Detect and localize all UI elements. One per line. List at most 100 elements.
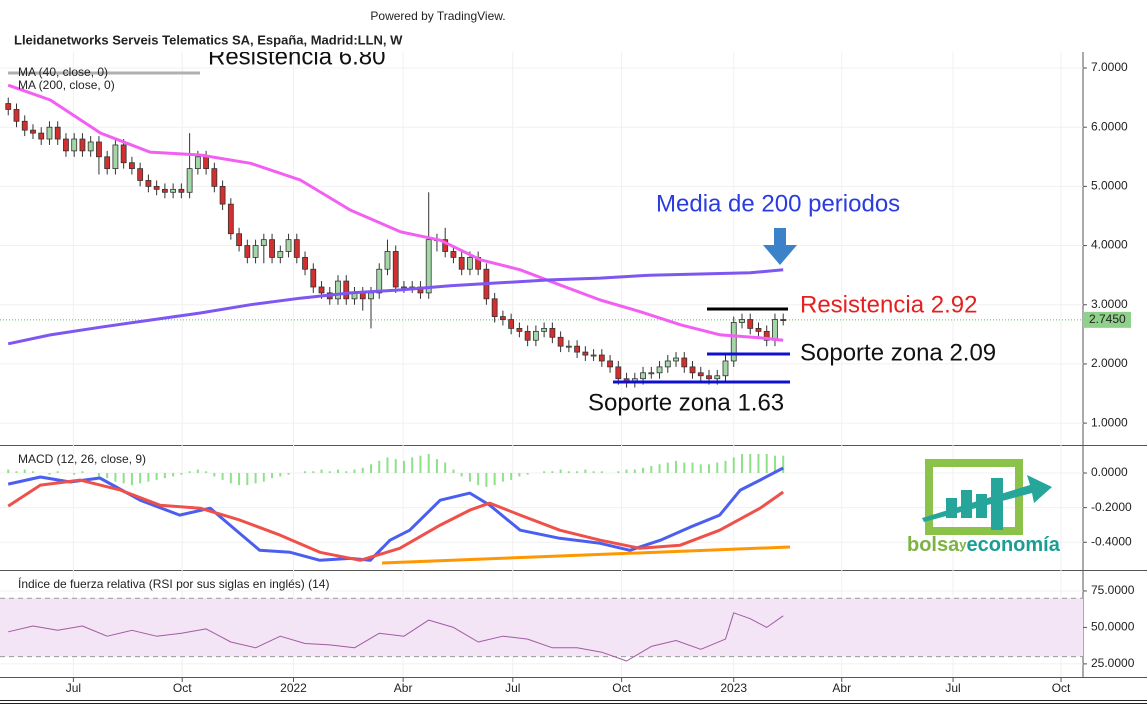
- x-tick-label: Jul: [66, 681, 81, 695]
- candle-body: [664, 360, 671, 368]
- y-tick-label: 3.0000: [1091, 297, 1128, 311]
- histogram-bar: [312, 471, 315, 473]
- candle-body: [689, 366, 696, 374]
- candle-body: [13, 109, 20, 122]
- x-tick-label: Oct: [612, 681, 631, 695]
- candle-body: [590, 354, 597, 357]
- histogram-bar: [773, 455, 776, 473]
- candle-body: [450, 251, 457, 258]
- candle-body: [186, 168, 193, 193]
- histogram-bar: [757, 453, 760, 473]
- histogram-bar: [724, 460, 727, 473]
- candle-body: [532, 330, 539, 341]
- histogram-bar: [114, 472, 117, 482]
- histogram-bar: [23, 469, 26, 473]
- x-tick-label: 2023: [720, 681, 747, 695]
- histogram-bar: [740, 453, 743, 473]
- histogram-bar: [642, 467, 645, 473]
- candle-body: [574, 345, 580, 353]
- histogram-bar: [378, 460, 381, 473]
- candle-body: [335, 280, 341, 300]
- candle-body: [401, 286, 407, 289]
- histogram-bar: [518, 472, 521, 477]
- histogram-bar: [155, 472, 158, 480]
- candle-body: [491, 298, 498, 317]
- rsi-line: [8, 612, 784, 662]
- candle-body: [656, 366, 663, 374]
- candle-body: [38, 132, 45, 140]
- histogram-bar: [658, 464, 661, 473]
- candle-body: [104, 156, 111, 170]
- candle-body: [236, 233, 242, 246]
- candle-body: [293, 239, 300, 258]
- histogram-bar: [122, 472, 125, 484]
- x-tick-label: 2022: [280, 681, 307, 695]
- histogram-bar: [7, 469, 10, 473]
- x-tick-label: Oct: [173, 681, 192, 695]
- candle-body: [63, 138, 69, 152]
- candle-body: [458, 256, 465, 270]
- candle-body: [318, 286, 325, 294]
- candle-body: [640, 372, 646, 380]
- logo-part: y: [959, 537, 967, 552]
- candle-body: [5, 103, 12, 110]
- histogram-bar: [584, 469, 587, 473]
- candle-body: [780, 319, 787, 321]
- candle-body: [302, 256, 308, 270]
- histogram-bar: [394, 459, 397, 473]
- histogram-bar: [188, 471, 191, 473]
- candle-body: [508, 319, 515, 329]
- histogram-bar: [501, 472, 504, 482]
- legend-label: MA (200, close, 0): [18, 78, 115, 92]
- candle-body: [772, 319, 778, 341]
- logo: bolsayeconomía: [907, 459, 1061, 556]
- logo-arrow: [922, 475, 1052, 522]
- histogram-bar: [369, 464, 372, 473]
- histogram-bar: [675, 460, 678, 473]
- histogram-bar: [139, 472, 142, 484]
- candle-body: [516, 328, 523, 332]
- logo-bar: [991, 478, 1003, 530]
- histogram-bar: [617, 471, 620, 473]
- candle-body: [153, 185, 160, 190]
- legend-label: MA (40, close, 0): [18, 65, 108, 79]
- histogram-bar: [361, 467, 364, 473]
- histogram-bar: [543, 471, 546, 473]
- candle-body: [565, 345, 572, 348]
- candle-body: [755, 328, 762, 332]
- histogram-bar: [163, 472, 166, 479]
- histogram-bar: [666, 462, 669, 473]
- histogram-bar: [73, 472, 76, 475]
- histogram-bar: [460, 472, 463, 477]
- logo-frame: [925, 459, 1023, 535]
- candle-body: [219, 185, 226, 205]
- histogram-bar: [386, 457, 389, 473]
- histogram-bar: [304, 471, 307, 473]
- candle-body: [384, 251, 391, 270]
- histogram-bar: [287, 472, 290, 475]
- candle-body: [112, 144, 119, 170]
- histogram-bar: [279, 472, 282, 477]
- candle-body: [359, 292, 366, 300]
- logo-bar: [946, 498, 957, 518]
- price-plot: Resistencia 6.80 Media de 200 periodos Res…: [0, 52, 1082, 416]
- histogram-bar: [559, 469, 562, 473]
- histogram-bar: [353, 469, 356, 473]
- candle-body: [120, 144, 127, 164]
- candle-body: [714, 375, 721, 380]
- candle-body: [30, 129, 36, 134]
- histogram-bar: [782, 455, 785, 473]
- annotation: Soporte zona 2.09: [800, 339, 996, 366]
- histogram-bar: [765, 453, 768, 473]
- histogram-bar: [576, 471, 579, 473]
- candle-body: [46, 126, 53, 140]
- histogram-bar: [106, 472, 109, 479]
- candle-body: [648, 372, 655, 375]
- histogram-bar: [221, 472, 224, 480]
- candle-body: [269, 239, 275, 258]
- candle-body: [549, 328, 556, 338]
- x-tick-label: Abr: [394, 681, 413, 695]
- candle-body: [96, 141, 102, 158]
- macd-line: [7, 466, 784, 562]
